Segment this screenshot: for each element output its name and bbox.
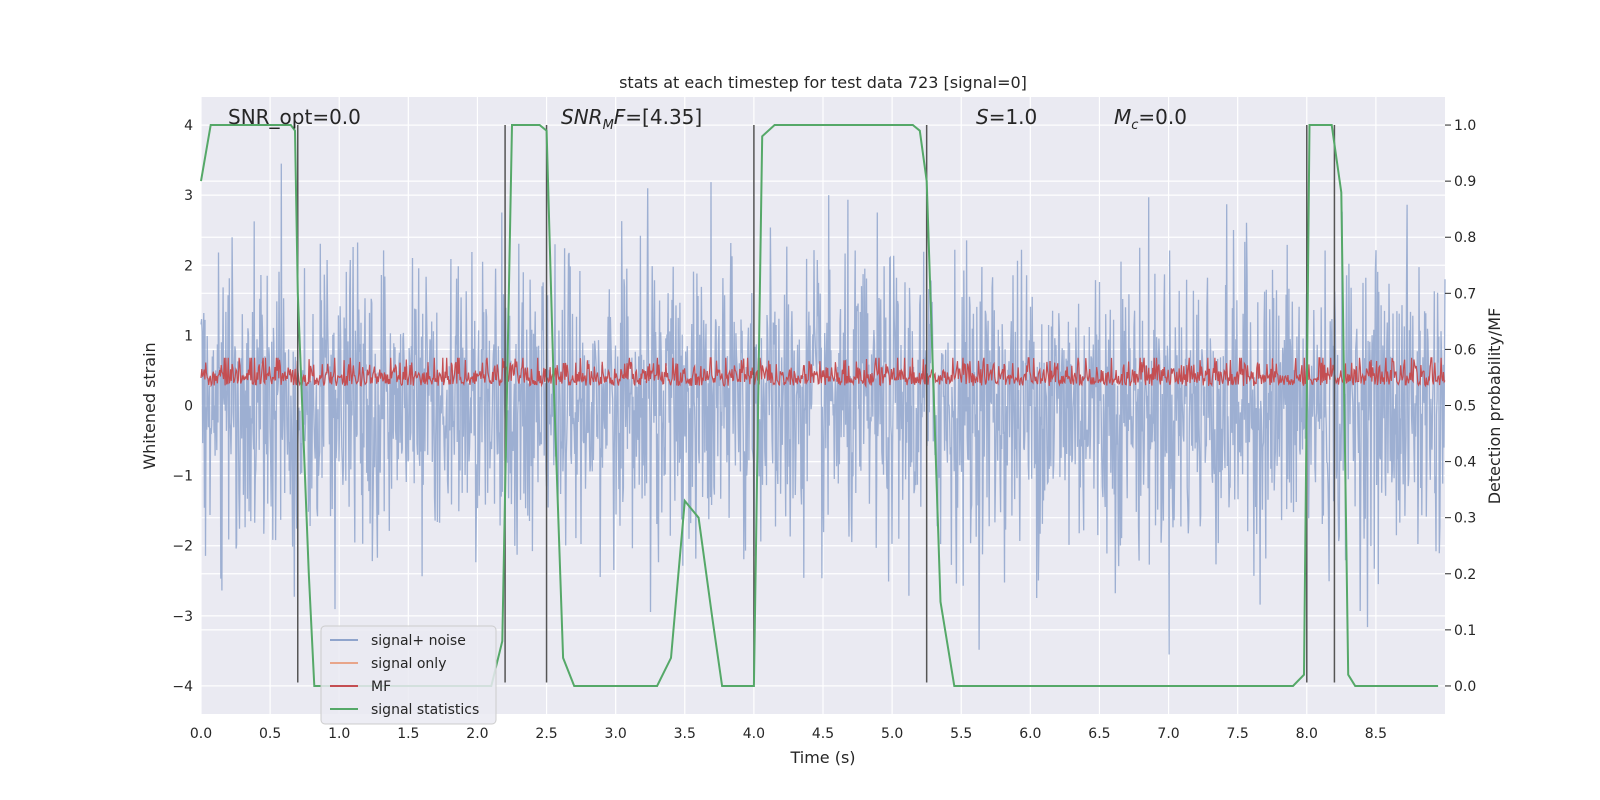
x-tick-label: 8.5 (1365, 726, 1387, 742)
legend-label-signal-statistics: signal statistics (371, 702, 479, 718)
mf-series (200, 357, 1446, 389)
vertical-markers (297, 125, 1336, 683)
y-tick-label: 4 (184, 118, 193, 134)
y-right-tick-label: 0.2 (1454, 567, 1476, 583)
y-right-tick-label: 0.3 (1454, 511, 1476, 527)
annotation-s: S=1.0 (976, 105, 1037, 129)
x-tick-label: 0.5 (259, 726, 281, 742)
x-tick-label: 0.0 (190, 726, 212, 742)
y-axis-label-left: Whitened strain (140, 342, 159, 469)
y-right-tick-label: 0.8 (1454, 230, 1476, 246)
x-tick-label: 5.0 (881, 726, 903, 742)
x-tick-label: 7.5 (1227, 726, 1249, 742)
y-ticks-left: 4 3 2 1 0 −1 −2 −3 −4 (172, 118, 193, 695)
y-right-tick-label: 0.4 (1454, 455, 1476, 471)
x-tick-label: 4.0 (743, 726, 765, 742)
y-tick-label: −1 (172, 469, 193, 485)
annotation-snr-mf: SNRMF=[4.35] (561, 105, 702, 133)
y-ticks-right: 1.0 0.9 0.8 0.7 0.6 0.5 0.4 0.3 0.2 0.1 0.0 (1445, 118, 1476, 695)
x-tick-label: 3.5 (674, 726, 696, 742)
x-tick-label: 1.5 (397, 726, 419, 742)
legend-label-signal-noise: signal+ noise (371, 633, 466, 649)
y-tick-label: 3 (184, 188, 193, 204)
signal-noise-series (200, 163, 1446, 655)
annotation-snr-opt: SNR_opt=0.0 (228, 105, 361, 129)
mf-line (200, 357, 1446, 389)
legend: signal+ noise signal only MF signal stat… (320, 625, 497, 725)
legend-label-mf: MF (371, 679, 391, 695)
y-right-tick-label: 0.6 (1454, 342, 1476, 358)
y-right-tick-label: 0.5 (1454, 399, 1476, 415)
annotation-mc: Mc=0.0 (1114, 105, 1187, 133)
y-right-tick-label: 0.1 (1454, 623, 1476, 639)
x-tick-label: 8.0 (1296, 726, 1318, 742)
x-ticks: 0.0 0.5 1.0 1.5 2.0 2.5 3.0 3.5 4.0 4.5 5.0 5.5 6.0 6… (190, 726, 1387, 742)
y-tick-label: 2 (184, 258, 193, 274)
legend-box (320, 625, 497, 725)
x-tick-label: 6.5 (1088, 726, 1110, 742)
x-tick-label: 2.0 (466, 726, 488, 742)
x-tick-label: 1.0 (328, 726, 350, 742)
y-tick-label: −3 (172, 609, 193, 625)
y-right-tick-label: 0.7 (1454, 286, 1476, 302)
x-tick-label: 4.5 (812, 726, 834, 742)
signal-statistics-line (200, 124, 1439, 687)
signal-statistics-series (200, 124, 1439, 687)
y-right-tick-label: 0.9 (1454, 174, 1476, 190)
y-right-tick-label: 1.0 (1454, 118, 1476, 134)
legend-label-signal-only: signal only (371, 656, 446, 672)
x-tick-label: 3.0 (605, 726, 627, 742)
signal-noise-line (200, 163, 1446, 655)
x-tick-label: 5.5 (950, 726, 972, 742)
y-tick-label: −4 (172, 679, 193, 695)
x-tick-label: 6.0 (1019, 726, 1041, 742)
chart-title: stats at each timestep for test data 723… (619, 73, 1027, 92)
x-tick-label: 7.0 (1157, 726, 1179, 742)
x-axis-label: Time (s) (789, 748, 855, 767)
y-tick-label: −2 (172, 539, 193, 555)
y-tick-label: 0 (184, 399, 193, 415)
y-axis-label-right: Detection probability/MF (1485, 308, 1504, 505)
y-right-tick-label: 0.0 (1454, 679, 1476, 695)
x-tick-label: 2.5 (535, 726, 557, 742)
y-tick-label: 1 (184, 328, 193, 344)
annotations: SNR_opt=0.0 SNRMF=[4.35] S=1.0 Mc=0.0 (228, 105, 1187, 133)
